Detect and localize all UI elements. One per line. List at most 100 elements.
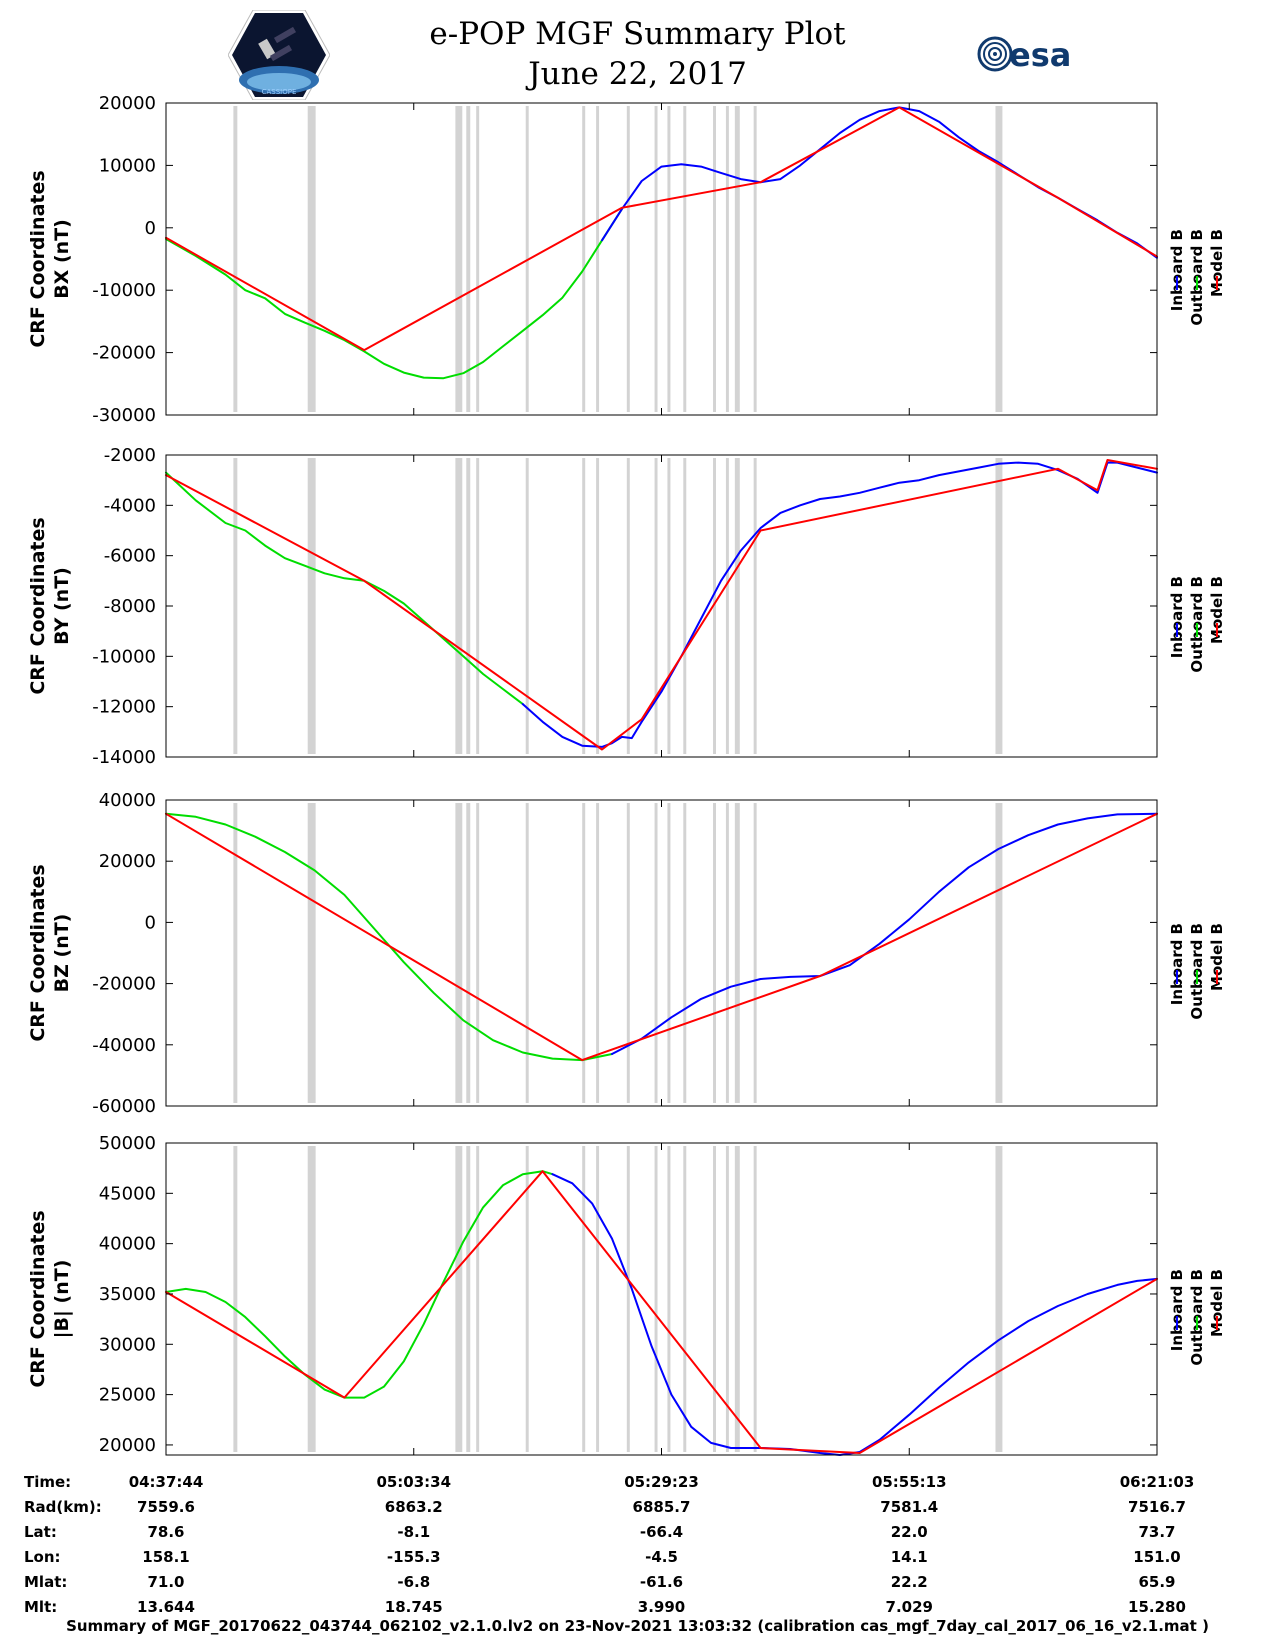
- data-gap-band: [683, 106, 687, 412]
- y-tick-label: 30000: [99, 1334, 156, 1355]
- plot-title: e-POP MGF Summary Plot June 22, 2017: [0, 14, 1275, 94]
- ephemeris-value: 05:29:23: [624, 1473, 699, 1491]
- data-gap-band: [233, 1146, 238, 1452]
- legend-label: Model B: [1208, 576, 1226, 644]
- y-axis-label-line: CRF Coordinates: [27, 517, 49, 694]
- ephemeris-row-label: Lat:: [24, 1523, 57, 1541]
- ephemeris-value: 7.029: [886, 1598, 933, 1615]
- data-gap-band: [582, 803, 586, 1103]
- ephemeris-row-label: Rad(km):: [24, 1498, 102, 1516]
- legend-label: Model B: [1208, 229, 1226, 297]
- data-gap-band: [995, 1146, 1003, 1452]
- ephemeris-value: 05:55:13: [872, 1473, 947, 1491]
- series-line-outboard-b: [165, 471, 524, 706]
- ephemeris-value: -61.6: [640, 1573, 683, 1591]
- y-axis-label-line: BY (nT): [51, 567, 73, 645]
- ephemeris-value: 7559.6: [137, 1498, 195, 1516]
- title-line-2: June 22, 2017: [528, 56, 747, 92]
- data-gap-band: [667, 106, 671, 412]
- ephemeris-value: 22.0: [891, 1523, 928, 1541]
- ephemeris-value: -4.5: [645, 1548, 678, 1566]
- esa-logo: esa: [977, 36, 1071, 74]
- data-gap-band: [753, 1146, 757, 1452]
- data-gap-band: [654, 106, 658, 412]
- series-line-model-b: [165, 1170, 1158, 1454]
- ephemeris-value: 04:37:44: [129, 1473, 204, 1491]
- data-gap-band: [725, 458, 729, 754]
- data-gap-band: [626, 803, 630, 1103]
- y-tick-label: 20000: [99, 1435, 156, 1456]
- y-tick-label: -2000: [104, 445, 156, 466]
- data-gap-band: [596, 106, 600, 412]
- data-gap-band: [734, 1146, 740, 1452]
- cassiope-logo-text: CASSIOPE: [262, 88, 297, 96]
- data-gap-band: [753, 458, 757, 754]
- data-gap-band: [582, 458, 586, 754]
- data-gap-band: [995, 803, 1003, 1103]
- legend-label: Inboard B: [1168, 229, 1186, 311]
- panel-bx: 20000 10000 0 -10000 -20000 -30000 CRF Coordin…: [27, 93, 1226, 426]
- y-tick-label: 45000: [99, 1183, 156, 1204]
- data-gap-band: [466, 458, 471, 754]
- y-tick-label: -14000: [92, 747, 156, 768]
- y-axis-label: CRF Coordinates BY (nT): [27, 517, 73, 694]
- ephemeris-row-label: Mlt:: [24, 1598, 57, 1615]
- legend: Inboard B Outboard B Model B: [1168, 1269, 1226, 1366]
- data-gap-band: [455, 1146, 463, 1452]
- data-gap-band: [683, 1146, 687, 1452]
- data-gap-band: [455, 458, 463, 754]
- data-gap-band: [476, 458, 480, 754]
- ephemeris-value: -8.1: [397, 1523, 430, 1541]
- ephemeris-row-label: Lon:: [24, 1548, 61, 1566]
- data-gap-band: [683, 458, 687, 754]
- data-gap-band: [525, 1146, 529, 1452]
- data-gap-band: [654, 1146, 658, 1452]
- data-gap-band: [233, 803, 238, 1103]
- data-gap-band: [667, 1146, 671, 1452]
- ephemeris-value: 22.2: [891, 1573, 928, 1591]
- data-gap-band: [476, 803, 480, 1103]
- y-tick-label: 10000: [99, 155, 156, 176]
- ephemeris-value: 71.0: [147, 1573, 184, 1591]
- y-axis-label-line: CRF Coordinates: [27, 864, 49, 1041]
- data-gap-band: [683, 803, 687, 1103]
- data-gap-band: [233, 106, 238, 412]
- data-gap-band: [725, 106, 729, 412]
- series-line-outboard-b: [165, 812, 613, 1062]
- y-axis-label-line: CRF Coordinates: [27, 1210, 49, 1387]
- ephemeris-value: 3.990: [638, 1598, 685, 1615]
- series-line-outboard-b: [165, 208, 623, 380]
- data-gap-band: [626, 458, 630, 754]
- data-gap-band: [476, 1146, 480, 1452]
- data-gap-band: [713, 106, 717, 412]
- data-gap-band: [753, 803, 757, 1103]
- data-gap-band: [582, 106, 586, 412]
- ephemeris-value: -6.8: [397, 1573, 430, 1591]
- legend-label: Model B: [1208, 923, 1226, 991]
- data-gap-band: [455, 803, 463, 1103]
- series-line-inboard-b: [611, 812, 1158, 1055]
- y-axis-label: CRF Coordinates BX (nT): [27, 170, 73, 347]
- ephemeris-value: 65.9: [1138, 1573, 1175, 1591]
- data-gap-band: [596, 803, 600, 1103]
- ephemeris-value: 158.1: [142, 1548, 189, 1566]
- data-gap-band: [466, 1146, 471, 1452]
- ephemeris-value: -155.3: [387, 1548, 441, 1566]
- y-tick-label: 40000: [99, 1234, 156, 1255]
- data-gap-band: [233, 458, 238, 754]
- data-gap-band: [626, 1146, 630, 1452]
- y-tick-label: 0: [145, 912, 156, 933]
- series-line-inboard-b: [551, 1173, 1158, 1456]
- data-gap-band: [596, 1146, 600, 1452]
- series-line-inboard-b: [521, 461, 1158, 748]
- data-gap-band: [734, 106, 740, 412]
- data-gap-band: [753, 106, 757, 412]
- esa-logo-text: esa: [1009, 36, 1071, 74]
- y-tick-label: -12000: [92, 697, 156, 718]
- ephemeris-value: 151.0: [1133, 1548, 1180, 1566]
- data-gap-band: [725, 1146, 729, 1452]
- y-axis-label-line: CRF Coordinates: [27, 170, 49, 347]
- series-line-model-b: [165, 812, 1158, 1062]
- ephemeris-row-label: Time:: [24, 1473, 71, 1491]
